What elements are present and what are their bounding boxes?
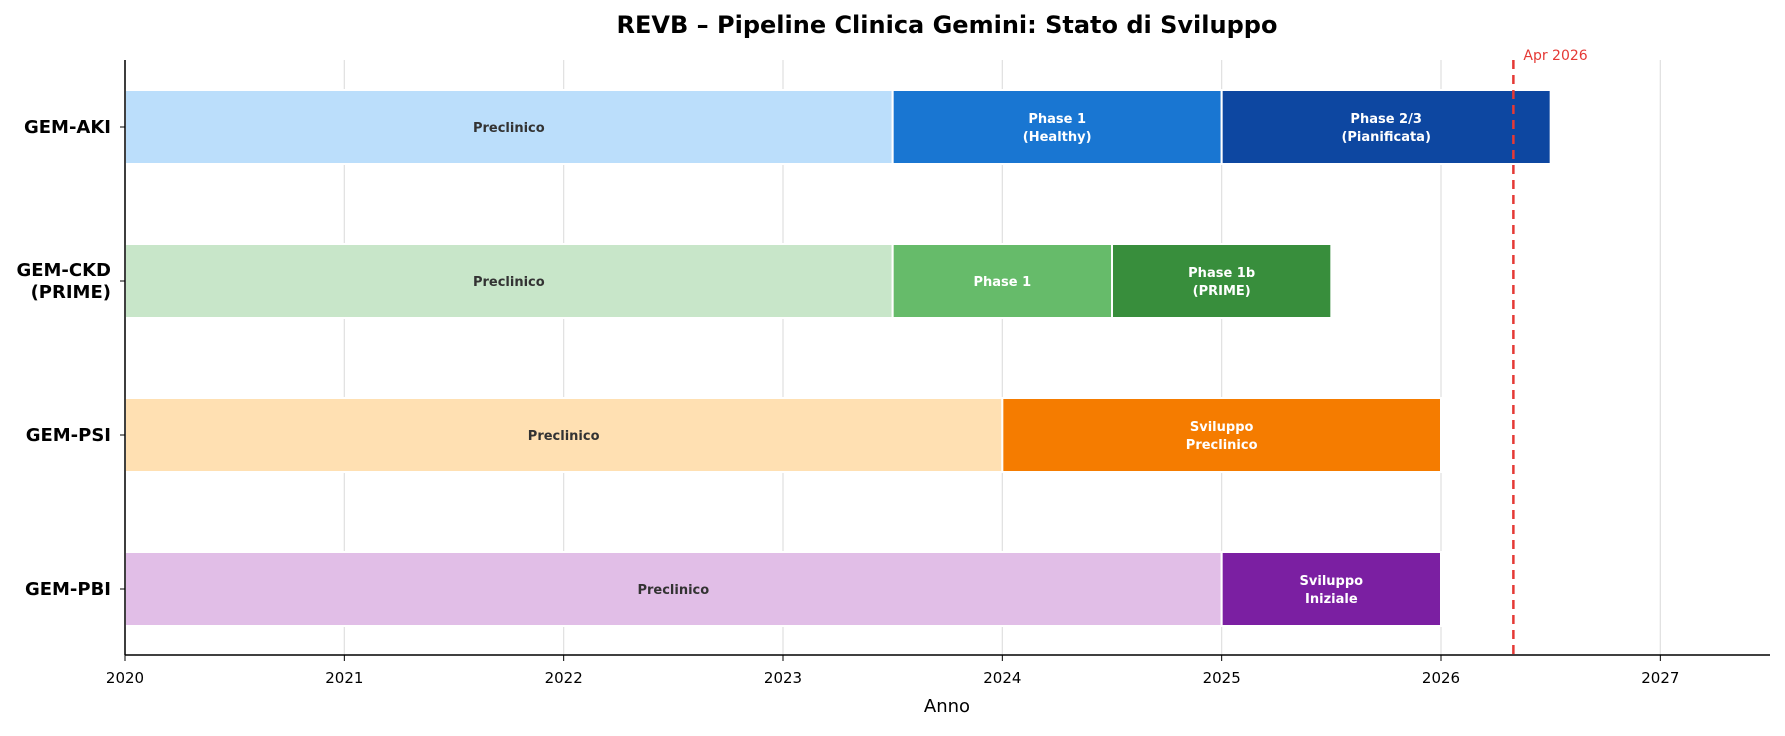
today-marker: Apr 2026 [1512, 48, 1588, 655]
bar-segment [1220, 551, 1442, 627]
bars-layer: Preclinico Phase 1 (Healthy) Phase 2/3 (Pian… [124, 89, 1552, 627]
segment-label: Sviluppo Iniziale [1300, 574, 1364, 607]
bar-segment [1111, 243, 1333, 319]
x-tick-label: 2025 [1203, 669, 1241, 687]
bar-segment [891, 243, 1114, 319]
segment-label: Preclinico [528, 429, 600, 444]
x-tick-label: 2020 [106, 669, 144, 687]
segment-label: Preclinico [473, 275, 545, 290]
x-tick-label: 2022 [545, 669, 583, 687]
bar-segment [1001, 397, 1442, 473]
y-tick-label: GEM-CKD (PRIME) [16, 260, 111, 303]
bar-segment [1220, 89, 1552, 165]
y-tick-label: GEM-PBI [25, 579, 111, 600]
y-tick-label: GEM-PSI [26, 425, 111, 446]
x-tick-label: 2023 [764, 669, 802, 687]
x-tick-label: 2021 [325, 669, 363, 687]
segment-label: Preclinico [637, 583, 709, 598]
x-tick-label: 2026 [1422, 669, 1460, 687]
axes-layer: GEM-AKI GEM-CKD (PRIME) GEM-PSI GEM-PBI 2020 2… [16, 60, 1770, 687]
x-tick-label: 2027 [1641, 669, 1679, 687]
segment-label: Sviluppo Preclinico [1186, 420, 1258, 453]
bar-segment [124, 551, 1223, 627]
bar-segment [124, 243, 894, 319]
segment-label: Preclinico [473, 121, 545, 136]
x-axis-label: Anno [924, 696, 970, 717]
bar-segment [891, 89, 1223, 165]
segment-label: Phase 1 [973, 275, 1031, 290]
chart-title: REVB – Pipeline Clinica Gemini: Stato di… [617, 11, 1278, 39]
segment-label: Phase 1b (PRIME) [1188, 266, 1255, 299]
bar-segment [124, 397, 1004, 473]
today-marker-label: Apr 2026 [1523, 48, 1587, 64]
segment-label: Phase 2/3 (Pianificata) [1341, 112, 1430, 145]
x-tick-label: 2024 [983, 669, 1021, 687]
y-tick-label: GEM-AKI [24, 117, 111, 138]
segment-label: Phase 1 (Healthy) [1023, 112, 1092, 145]
